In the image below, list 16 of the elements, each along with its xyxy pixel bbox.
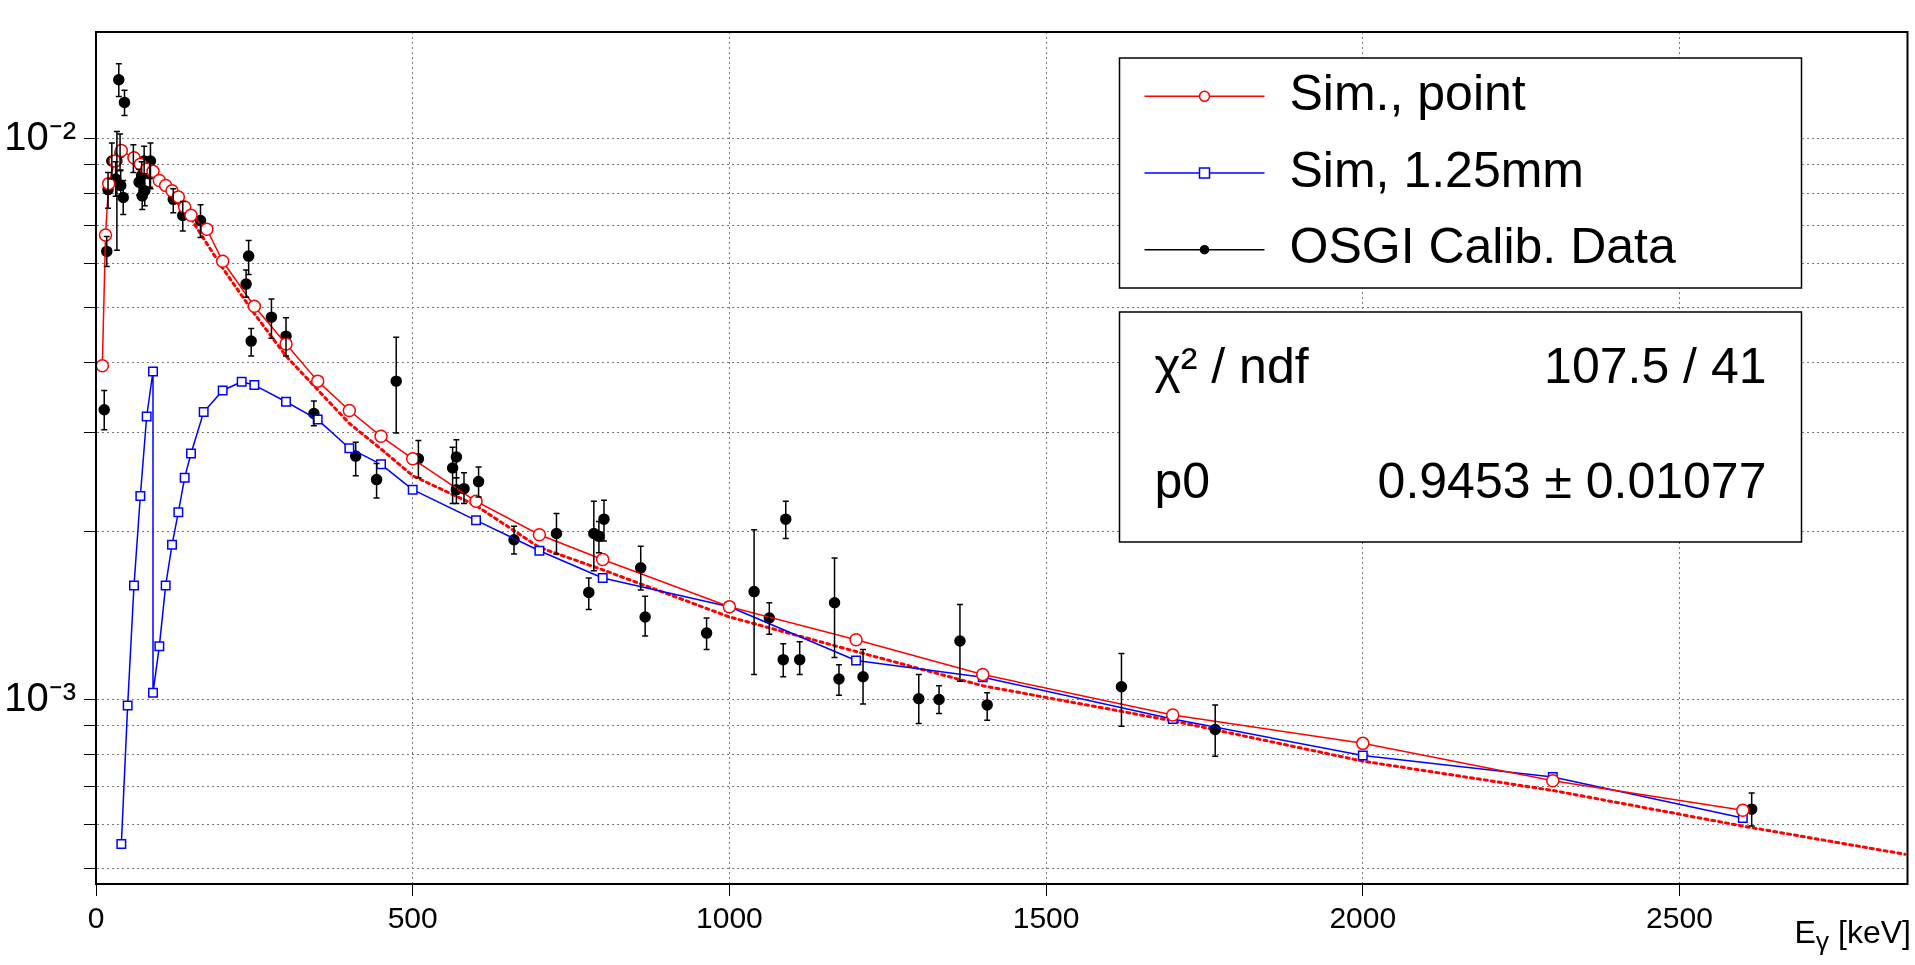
x-tick-label: 0: [87, 901, 105, 935]
x-tick-label: 1500: [1012, 901, 1080, 935]
annotation: 107.5 / 41: [1544, 338, 1767, 395]
x-axis-title: E$_{γ}$ [keV]: [1794, 914, 1911, 958]
x-tick-label: 2500: [1646, 901, 1713, 935]
x-tick-label: 1000: [696, 901, 763, 935]
y-tick-label: 10⁻²: [4, 113, 76, 158]
legend-label: OSGI Calib. Data: [1289, 218, 1676, 275]
x-tick-label: 2000: [1329, 901, 1397, 935]
x-tick-label: 500: [387, 901, 438, 935]
annotation: 0.9453 ± 0.01077: [1377, 453, 1767, 510]
legend-label: Sim., point: [1289, 65, 1526, 122]
legend-label: Sim, 1.25mm: [1289, 141, 1585, 198]
annotation: p0: [1154, 453, 1211, 510]
y-tick-label: 10⁻³: [4, 675, 76, 720]
annotation: χ² / ndf: [1154, 338, 1309, 395]
